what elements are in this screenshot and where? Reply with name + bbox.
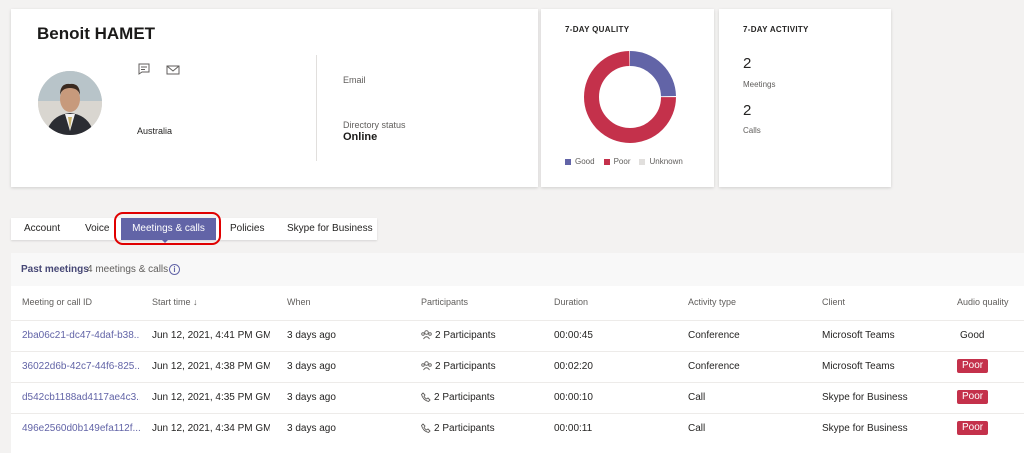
activity-card: 7-DAY ACTIVITY 2 Meetings 2 Calls bbox=[719, 9, 891, 187]
user-name: Benoit HAMET bbox=[37, 24, 156, 43]
phone-icon bbox=[421, 392, 434, 403]
legend-swatch-unknown bbox=[639, 158, 646, 165]
activity-type: Conference bbox=[688, 361, 740, 372]
meeting-id-link[interactable]: 2ba06c21-dc47-4daf-b38... bbox=[22, 330, 140, 341]
col-start-time[interactable]: Start time ↓ bbox=[152, 297, 198, 307]
quality-card: 7-DAY QUALITY Good Poor Unknown bbox=[541, 9, 714, 187]
panel-header: Past meetings 4 meetings & calls i bbox=[11, 253, 1024, 286]
start-time: Jun 12, 2021, 4:34 PM GM... bbox=[152, 423, 270, 434]
audio-quality-badge: Poor bbox=[957, 359, 989, 373]
client: Microsoft Teams bbox=[822, 361, 895, 372]
email-label: Email bbox=[343, 75, 366, 85]
duration: 00:00:45 bbox=[554, 330, 593, 341]
participants: 2 Participants bbox=[421, 330, 496, 341]
table-row[interactable]: 496e2560d0b149efa112f... Jun 12, 2021, 4:… bbox=[11, 413, 1024, 444]
legend-label-poor: Poor bbox=[613, 157, 631, 166]
when: 3 days ago bbox=[287, 423, 336, 434]
meeting-id-link[interactable]: 496e2560d0b149efa112f... bbox=[22, 423, 140, 434]
participants-label: 2 Participants bbox=[435, 330, 496, 341]
chat-icon[interactable] bbox=[137, 62, 153, 78]
participants: 2 Participants bbox=[421, 392, 495, 403]
quality-title: 7-DAY QUALITY bbox=[565, 25, 630, 34]
col-when[interactable]: When bbox=[287, 297, 311, 307]
participants: 2 Participants bbox=[421, 361, 496, 372]
quality-legend: Good Poor Unknown bbox=[565, 157, 683, 166]
donut-slice-good[interactable] bbox=[584, 51, 676, 143]
legend-poor: Poor bbox=[603, 157, 631, 166]
activity-type: Conference bbox=[688, 330, 740, 341]
duration: 00:00:11 bbox=[554, 423, 593, 434]
when: 3 days ago bbox=[287, 330, 336, 341]
legend-swatch-poor bbox=[603, 158, 610, 165]
mail-icon[interactable] bbox=[166, 64, 182, 80]
audio-quality-badge: Poor bbox=[957, 390, 989, 404]
activity-title: 7-DAY ACTIVITY bbox=[743, 25, 809, 34]
sort-desc-icon: ↓ bbox=[193, 297, 198, 307]
tab-policies[interactable]: Policies bbox=[230, 223, 265, 234]
tab-meetings-calls[interactable]: Meetings & calls bbox=[121, 218, 216, 240]
audio-quality-badge: Poor bbox=[957, 421, 989, 435]
calls-label: Calls bbox=[743, 126, 761, 135]
client: Skype for Business bbox=[822, 392, 908, 403]
audio-quality-value: Good bbox=[960, 330, 985, 341]
col-duration[interactable]: Duration bbox=[554, 297, 589, 307]
col-meeting-id[interactable]: Meeting or call ID bbox=[22, 297, 93, 307]
legend-label-good: Good bbox=[575, 157, 595, 166]
past-meetings-panel: Past meetings 4 meetings & calls i Meeti… bbox=[11, 253, 1024, 453]
activity-type: Call bbox=[688, 423, 706, 434]
meetings-label: Meetings bbox=[743, 80, 776, 89]
group-icon bbox=[421, 361, 435, 372]
legend-good: Good bbox=[565, 157, 595, 166]
donut-slice-poor[interactable] bbox=[584, 51, 676, 143]
meetings-count: 2 bbox=[743, 55, 752, 72]
tab-voice[interactable]: Voice bbox=[85, 223, 110, 234]
meeting-id-link[interactable]: d542cb1188ad4117ae4c3... bbox=[22, 392, 140, 403]
avatar bbox=[38, 71, 102, 135]
tab-bar: Account Voice Meetings & calls Policies … bbox=[11, 218, 377, 240]
legend-unknown: Unknown bbox=[639, 157, 683, 166]
client: Microsoft Teams bbox=[822, 330, 895, 341]
duration: 00:02:20 bbox=[554, 361, 593, 372]
profile-card: Benoit HAMET Australia Email Directory s… bbox=[11, 9, 538, 187]
annotation-highlight-box bbox=[114, 212, 221, 245]
col-start-time-label: Start time bbox=[152, 297, 191, 307]
legend-swatch-good bbox=[565, 158, 571, 165]
meeting-id-link[interactable]: 36022d6b-42c7-44f6-825... bbox=[22, 361, 140, 372]
table-row[interactable]: d542cb1188ad4117ae4c3... Jun 12, 2021, 4:… bbox=[11, 382, 1024, 413]
group-icon bbox=[421, 330, 435, 341]
info-icon[interactable]: i bbox=[169, 264, 180, 275]
participants: 2 Participants bbox=[421, 423, 495, 434]
col-participants[interactable]: Participants bbox=[421, 297, 469, 307]
participants-label: 2 Participants bbox=[434, 392, 495, 403]
col-activity-type[interactable]: Activity type bbox=[688, 297, 737, 307]
start-time: Jun 12, 2021, 4:41 PM GM... bbox=[152, 330, 270, 341]
table-row[interactable]: 36022d6b-42c7-44f6-825... Jun 12, 2021, 4… bbox=[11, 351, 1024, 382]
col-audio-quality[interactable]: Audio quality bbox=[957, 297, 1009, 307]
start-time: Jun 12, 2021, 4:35 PM GM... bbox=[152, 392, 270, 403]
past-meetings-count: 4 meetings & calls bbox=[87, 264, 169, 275]
activity-type: Call bbox=[688, 392, 706, 403]
past-meetings-title: Past meetings bbox=[21, 264, 89, 275]
client: Skype for Business bbox=[822, 423, 908, 434]
divider bbox=[316, 55, 317, 161]
when: 3 days ago bbox=[287, 392, 336, 403]
participants-label: 2 Participants bbox=[434, 423, 495, 434]
start-time: Jun 12, 2021, 4:38 PM GM... bbox=[152, 361, 270, 372]
location: Australia bbox=[137, 126, 173, 136]
participants-label: 2 Participants bbox=[435, 361, 496, 372]
tab-account[interactable]: Account bbox=[24, 223, 61, 234]
directory-status-label: Directory status bbox=[343, 120, 406, 130]
legend-label-unknown: Unknown bbox=[649, 157, 683, 166]
directory-status-value: Online bbox=[343, 131, 378, 143]
phone-icon bbox=[421, 423, 434, 434]
table-row[interactable]: 2ba06c21-dc47-4daf-b38... Jun 12, 2021, 4… bbox=[11, 320, 1024, 351]
when: 3 days ago bbox=[287, 361, 336, 372]
active-tab-caret bbox=[161, 239, 169, 243]
duration: 00:00:10 bbox=[554, 392, 593, 403]
tab-skype-for-business[interactable]: Skype for Business bbox=[287, 223, 373, 234]
quality-donut-chart bbox=[584, 51, 676, 143]
calls-count: 2 bbox=[743, 102, 752, 119]
col-client[interactable]: Client bbox=[822, 297, 846, 307]
